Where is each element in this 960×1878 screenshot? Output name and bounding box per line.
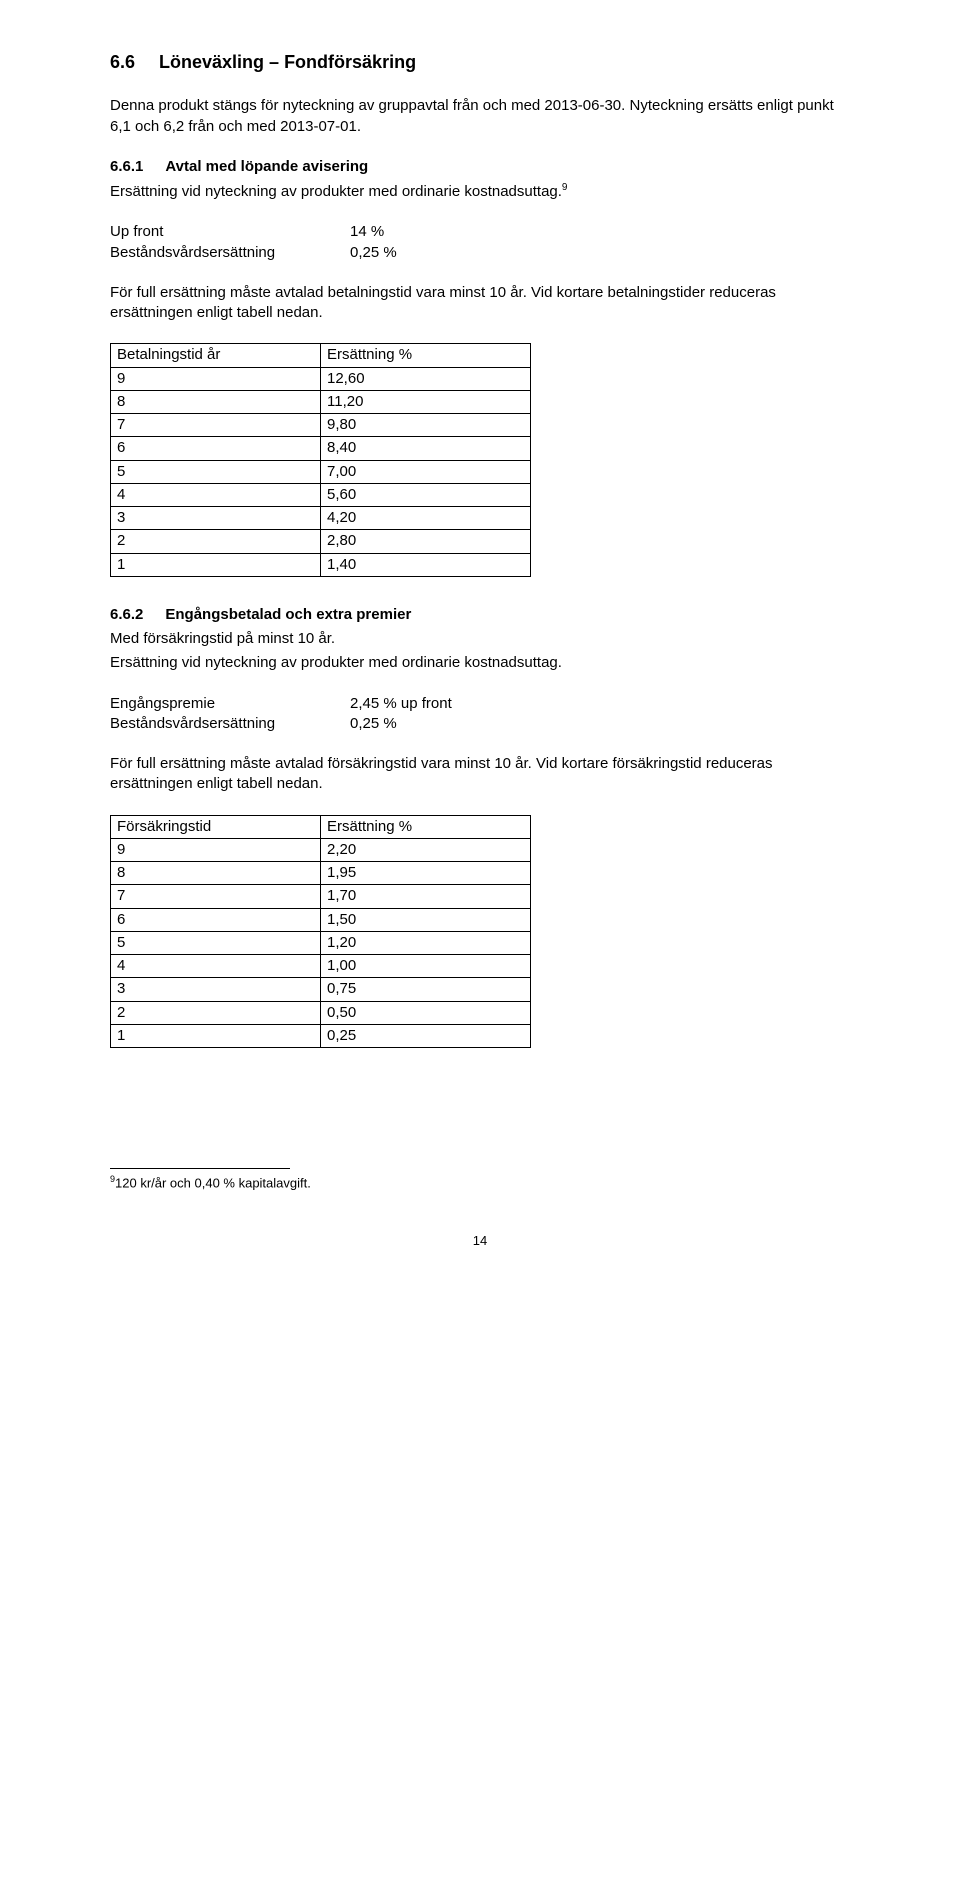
table-row: 34,20 bbox=[111, 507, 531, 530]
table-row: 81,95 bbox=[111, 862, 531, 885]
table-cell: 2 bbox=[111, 1001, 321, 1024]
table-cell: 6 bbox=[111, 908, 321, 931]
table-cell: 2,20 bbox=[321, 838, 531, 861]
subsection-2-line1: Med försäkringstid på minst 10 år. bbox=[110, 629, 850, 649]
subsection-2-condition: För full ersättning måste avtalad försäk… bbox=[110, 754, 850, 795]
value-key: Beståndsvårdsersättning bbox=[110, 714, 350, 734]
table-row: 22,80 bbox=[111, 530, 531, 553]
subsection-2-values: Engångspremie2,45 % up frontBeståndsvård… bbox=[110, 694, 850, 735]
subsection-1-condition: För full ersättning måste avtalad betaln… bbox=[110, 283, 850, 324]
table-cell: 5 bbox=[111, 931, 321, 954]
table-cell: 12,60 bbox=[321, 367, 531, 390]
subsection-2-title: Engångsbetalad och extra premier bbox=[165, 605, 411, 625]
subsection-1-line: Ersättning vid nyteckning av produkter m… bbox=[110, 181, 850, 202]
subsection-1-line-text: Ersättning vid nyteckning av produkter m… bbox=[110, 183, 562, 200]
value-key: Engångspremie bbox=[110, 694, 350, 714]
table-row: 912,60 bbox=[111, 367, 531, 390]
subsection-1-number: 6.6.1 bbox=[110, 157, 143, 177]
value-row: Beståndsvårdsersättning0,25 % bbox=[110, 243, 850, 263]
value-row: Up front14 % bbox=[110, 222, 850, 242]
heading-title: Löneväxling – Fondförsäkring bbox=[159, 50, 416, 74]
value-val: 0,25 % bbox=[350, 243, 397, 263]
table-cell: 7 bbox=[111, 885, 321, 908]
value-key: Beståndsvårdsersättning bbox=[110, 243, 350, 263]
table-row: 41,00 bbox=[111, 955, 531, 978]
table-row: 51,20 bbox=[111, 931, 531, 954]
intro-paragraph: Denna produkt stängs för nyteckning av g… bbox=[110, 96, 850, 137]
value-key: Up front bbox=[110, 222, 350, 242]
table-header-cell: Försäkringstid bbox=[111, 815, 321, 838]
table-row: 20,50 bbox=[111, 1001, 531, 1024]
table-cell: 9,80 bbox=[321, 414, 531, 437]
table-row: 30,75 bbox=[111, 978, 531, 1001]
table-cell: 1 bbox=[111, 553, 321, 576]
table-cell: 1,70 bbox=[321, 885, 531, 908]
table-row: 61,50 bbox=[111, 908, 531, 931]
table-cell: 1,95 bbox=[321, 862, 531, 885]
value-row: Beståndsvårdsersättning0,25 % bbox=[110, 714, 850, 734]
footnote-rule bbox=[110, 1168, 290, 1169]
heading-number: 6.6 bbox=[110, 50, 135, 74]
page-number: 14 bbox=[110, 1232, 850, 1250]
table-cell: 2,80 bbox=[321, 530, 531, 553]
table-row: 10,25 bbox=[111, 1024, 531, 1047]
subsection-2-line2: Ersättning vid nyteckning av produkter m… bbox=[110, 653, 850, 673]
table-cell: 11,20 bbox=[321, 390, 531, 413]
table-cell: 3 bbox=[111, 978, 321, 1001]
value-row: Engångspremie2,45 % up front bbox=[110, 694, 850, 714]
table-cell: 7,00 bbox=[321, 460, 531, 483]
table-forsakringstid: FörsäkringstidErsättning %92,2081,9571,7… bbox=[110, 815, 531, 1049]
table-betalningstid: Betalningstid årErsättning %912,60811,20… bbox=[110, 343, 531, 577]
subsection-2-heading: 6.6.2 Engångsbetalad och extra premier bbox=[110, 605, 850, 625]
table-header-cell: Ersättning % bbox=[321, 815, 531, 838]
table-cell: 8 bbox=[111, 390, 321, 413]
table-cell: 9 bbox=[111, 838, 321, 861]
table-cell: 4,20 bbox=[321, 507, 531, 530]
table-row: 79,80 bbox=[111, 414, 531, 437]
value-val: 2,45 % up front bbox=[350, 694, 452, 714]
table-cell: 0,50 bbox=[321, 1001, 531, 1024]
table-cell: 4 bbox=[111, 483, 321, 506]
table-cell: 0,75 bbox=[321, 978, 531, 1001]
table-cell: 7 bbox=[111, 414, 321, 437]
table-cell: 9 bbox=[111, 367, 321, 390]
table-row: 57,00 bbox=[111, 460, 531, 483]
table-header-cell: Ersättning % bbox=[321, 344, 531, 367]
section-heading: 6.6 Löneväxling – Fondförsäkring bbox=[110, 50, 850, 74]
table-cell: 1,50 bbox=[321, 908, 531, 931]
table-cell: 5 bbox=[111, 460, 321, 483]
table-cell: 2 bbox=[111, 530, 321, 553]
value-val: 0,25 % bbox=[350, 714, 397, 734]
table-row: 45,60 bbox=[111, 483, 531, 506]
subsection-1-values: Up front14 %Beståndsvårdsersättning0,25 … bbox=[110, 222, 850, 263]
table-row: 92,20 bbox=[111, 838, 531, 861]
footnote-text: 120 kr/år och 0,40 % kapitalavgift. bbox=[115, 1175, 311, 1190]
table-cell: 3 bbox=[111, 507, 321, 530]
subsection-1-title: Avtal med löpande avisering bbox=[165, 157, 368, 177]
table-cell: 4 bbox=[111, 955, 321, 978]
table-row: 71,70 bbox=[111, 885, 531, 908]
footnote: 9120 kr/år och 0,40 % kapitalavgift. bbox=[110, 1173, 850, 1192]
table-cell: 1,20 bbox=[321, 931, 531, 954]
table-row: 11,40 bbox=[111, 553, 531, 576]
table-row: 68,40 bbox=[111, 437, 531, 460]
value-val: 14 % bbox=[350, 222, 384, 242]
table-cell: 1 bbox=[111, 1024, 321, 1047]
table-cell: 1,00 bbox=[321, 955, 531, 978]
table-cell: 8 bbox=[111, 862, 321, 885]
subsection-2-number: 6.6.2 bbox=[110, 605, 143, 625]
table-cell: 5,60 bbox=[321, 483, 531, 506]
table-header-cell: Betalningstid år bbox=[111, 344, 321, 367]
table-cell: 8,40 bbox=[321, 437, 531, 460]
table-cell: 1,40 bbox=[321, 553, 531, 576]
table-cell: 0,25 bbox=[321, 1024, 531, 1047]
footnote-ref: 9 bbox=[562, 182, 568, 193]
table-cell: 6 bbox=[111, 437, 321, 460]
subsection-1-heading: 6.6.1 Avtal med löpande avisering bbox=[110, 157, 850, 177]
table-row: 811,20 bbox=[111, 390, 531, 413]
